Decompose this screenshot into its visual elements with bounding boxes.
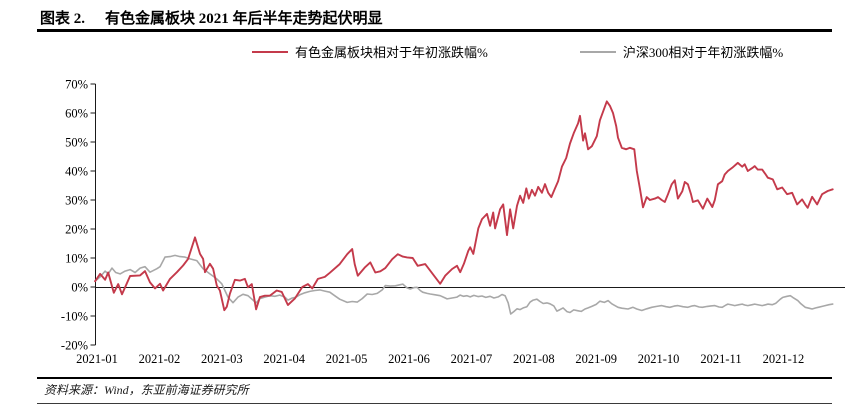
x-tick-label: 2021-03 bbox=[201, 352, 243, 366]
x-tick-label: 2021-11 bbox=[700, 352, 741, 366]
x-tick-label: 2021-05 bbox=[326, 352, 368, 366]
x-tick-label: 2021-02 bbox=[139, 352, 181, 366]
csi300-line-swatch bbox=[579, 50, 616, 53]
figure-label: 图表 2. bbox=[40, 11, 86, 27]
figure-title: 有色金属板块 2021 年后半年走势起伏明显 bbox=[105, 11, 383, 27]
x-tick-label: 2021-08 bbox=[513, 352, 555, 366]
y-tick-label: -10% bbox=[61, 310, 88, 324]
legend-item-metal-sector: 有色金属板块相对于年初涨跌幅% bbox=[252, 42, 488, 61]
y-tick-label: 70% bbox=[65, 78, 88, 92]
metal-sector-line-swatch bbox=[252, 50, 288, 53]
x-tick-label: 2021-01 bbox=[76, 352, 118, 366]
legend-item-csi300: 沪深300相对于年初涨跌幅% bbox=[579, 42, 784, 61]
y-tick-label: 60% bbox=[65, 107, 88, 121]
footer-top-rule bbox=[37, 377, 832, 379]
y-tick-label: 20% bbox=[65, 223, 88, 237]
x-tick-label: 2021-09 bbox=[575, 352, 617, 366]
y-tick-label: -20% bbox=[61, 339, 88, 353]
x-tick-label: 2021-06 bbox=[388, 352, 430, 366]
y-tick-label: 40% bbox=[65, 165, 88, 179]
footer-bottom-rule bbox=[37, 403, 832, 404]
y-tick-label: 10% bbox=[65, 252, 88, 266]
chart-legend: 有色金属板块相对于年初涨跌幅% 沪深300相对于年初涨跌幅% bbox=[252, 42, 783, 61]
x-tick-label: 2021-10 bbox=[638, 352, 680, 366]
y-tick-label: 0% bbox=[71, 281, 88, 295]
y-tick-label: 30% bbox=[65, 194, 88, 208]
x-tick-label: 2021-07 bbox=[451, 352, 493, 366]
csi300-series-line bbox=[94, 254, 834, 315]
legend-label-metal-sector: 有色金属板块相对于年初涨跌幅% bbox=[295, 45, 488, 60]
title-underline-rule bbox=[37, 29, 832, 32]
legend-label-csi300: 沪深300相对于年初涨跌幅% bbox=[622, 45, 784, 60]
x-tick-label: 2021-12 bbox=[763, 352, 805, 366]
metal_sector-series-line bbox=[94, 100, 834, 312]
figure-header: 图表 2. 有色金属板块 2021 年后半年走势起伏明显 bbox=[40, 7, 383, 28]
y-tick-label: 50% bbox=[65, 136, 88, 150]
data-source-note: 资料来源：Wind，东亚前海证券研究所 bbox=[44, 383, 249, 397]
x-tick-label: 2021-04 bbox=[263, 352, 305, 366]
